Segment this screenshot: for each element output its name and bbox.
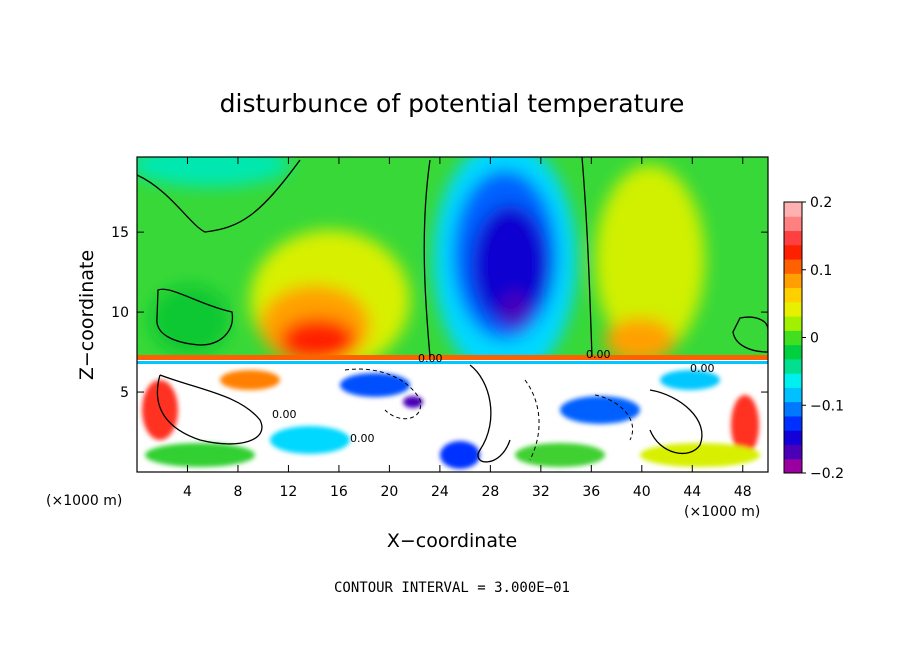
contour-dashed-1	[344, 368, 422, 420]
colorbar-swatch	[784, 373, 802, 388]
bl-red-2	[731, 395, 759, 455]
bl-purple-1	[403, 396, 423, 408]
contour-line-bl-1	[156, 374, 263, 445]
x-tick-label: 12	[280, 484, 298, 500]
bl-orange-1	[220, 370, 280, 390]
heatmap-field	[137, 157, 768, 472]
bl-green-1	[145, 443, 255, 467]
colorbar-tick-label: −0.1	[810, 398, 844, 414]
colorbar-tick-label: 0.1	[810, 263, 832, 279]
field-yellow-right	[595, 165, 705, 355]
colorbar-swatch	[784, 216, 802, 232]
contour-line-left-top	[137, 159, 301, 233]
colorbar-swatch	[784, 202, 802, 217]
contour-dashed-3	[594, 394, 633, 441]
colorbar-swatch	[784, 387, 802, 403]
y-tick-label: 15	[111, 225, 129, 241]
x-tick-label: 28	[481, 484, 499, 500]
contour-line-island-right	[732, 316, 768, 353]
y-tick-label: 5	[120, 385, 129, 401]
field-deepblue-plume	[472, 205, 548, 325]
x-tick-label: 40	[633, 484, 651, 500]
interface-stripe-cyan	[137, 361, 768, 364]
colorbar-swatch	[784, 273, 802, 289]
field-purple-core	[501, 292, 529, 328]
contour-line-island-left	[156, 288, 234, 346]
colorbar-tick-label: 0	[810, 331, 819, 347]
x-tick-label: 20	[380, 484, 398, 500]
x-unit-right: (×1000 m)	[684, 504, 760, 520]
y-axis-label: Z−coordinate	[76, 250, 98, 380]
y-tick-label: 10	[111, 305, 129, 321]
x-tick-label: 44	[683, 484, 701, 500]
colorbar-swatch	[784, 244, 802, 260]
x-tick-label: 32	[532, 484, 550, 500]
x-tick-label: 36	[582, 484, 600, 500]
bl-blue-1	[340, 373, 410, 397]
field-orange-right	[605, 318, 675, 362]
colorbar-swatch	[784, 301, 802, 317]
colorbar-swatch	[784, 415, 802, 431]
field-cyan-top-left	[137, 157, 290, 187]
bl-blue-2	[560, 396, 640, 424]
bl-cyan-1	[270, 426, 350, 454]
colorbar-swatch	[784, 330, 802, 346]
colorbar-swatch	[784, 401, 802, 417]
chart-title: disturbunce of potential temperature	[220, 89, 685, 118]
bl-blue-3	[440, 441, 480, 469]
contour-dashed-2	[524, 379, 540, 461]
contour-label: 0.00	[586, 348, 611, 361]
contour-label: 0.00	[690, 362, 715, 375]
interface-stripe	[137, 355, 768, 360]
y-axis-ticks: 5 10 15	[111, 225, 768, 401]
colorbar-swatch	[784, 287, 802, 303]
bl-green-2	[515, 443, 605, 467]
colorbar-tick-label: 0.2	[810, 195, 832, 211]
field-green-left	[150, 285, 230, 355]
bl-yellow-1	[640, 443, 760, 467]
contour-label: 0.00	[350, 432, 375, 445]
colorbar-swatch	[784, 430, 802, 445]
contour-line-bl-2	[469, 364, 511, 463]
x-axis-ticks: 4 8 12 16 20 24 28 32 36 40 44 48	[183, 157, 752, 500]
colorbar-swatch	[784, 344, 802, 360]
contour-line-bl-3	[649, 389, 703, 454]
colorbar-ticks: 0.2 0.1 0 −0.1 −0.2	[802, 195, 844, 482]
colorbar-swatch	[784, 358, 802, 374]
bl-red-1	[142, 380, 178, 440]
contour-label: 0.00	[272, 408, 297, 421]
field-red-core	[280, 318, 356, 362]
colorbar-swatch	[784, 458, 802, 474]
colorbar-swatch	[784, 230, 802, 246]
contour-labels: 0.00 0.00 0.00 0.00 0.00	[272, 348, 715, 445]
colorbar-tick-label: −0.2	[810, 466, 844, 482]
x-tick-label: 24	[431, 484, 449, 500]
x-axis-label: X−coordinate	[387, 530, 517, 552]
plot-frame	[136, 156, 769, 473]
x-tick-label: 16	[330, 484, 348, 500]
bl-cyan-2	[660, 370, 720, 390]
colorbar-swatch	[784, 444, 802, 460]
x-tick-label: 48	[734, 484, 752, 500]
colorbar-swatch	[784, 316, 802, 331]
contour-line-plume-left	[423, 159, 431, 358]
contour-interval-note: CONTOUR INTERVAL = 3.000E−01	[334, 580, 570, 596]
colorbar	[784, 202, 802, 474]
colorbar-swatch	[784, 259, 802, 274]
x-tick-label: 4	[183, 484, 192, 500]
contour-line-plume-right	[581, 157, 593, 358]
x-tick-label: 8	[233, 484, 242, 500]
contour-label: 0.00	[418, 352, 443, 365]
x-unit-left: (×1000 m)	[46, 493, 122, 509]
